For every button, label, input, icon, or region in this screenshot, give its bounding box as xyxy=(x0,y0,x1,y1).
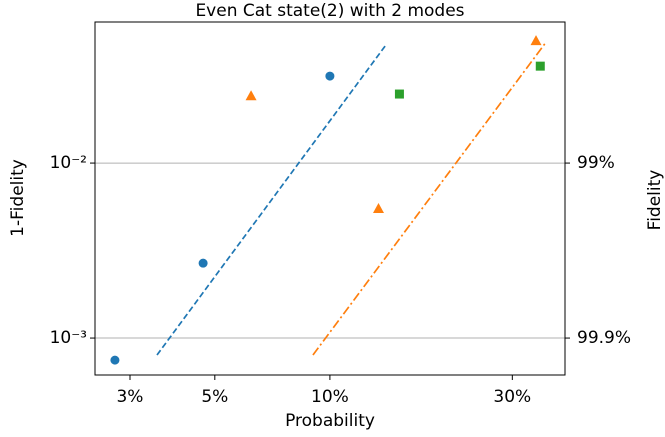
y-axis-label: 1-Fidelity xyxy=(8,159,28,237)
point xyxy=(198,258,208,268)
y2-tick-label: 99% xyxy=(577,153,615,173)
point xyxy=(535,61,545,71)
y2-tick-label: 99.9% xyxy=(577,328,631,348)
x-axis-label: Probability xyxy=(285,411,375,431)
plot-frame xyxy=(94,21,566,376)
x-tick-label: 5% xyxy=(201,387,228,407)
fit-line xyxy=(312,42,547,356)
point xyxy=(110,355,120,365)
x-tick-label: 3% xyxy=(116,387,143,407)
y-tick-label: 10⁻³ xyxy=(50,328,87,348)
fit-line xyxy=(156,44,387,356)
point xyxy=(394,89,404,99)
y2-axis-label: Fidelity xyxy=(645,170,665,231)
chart-title: Even Cat state(2) with 2 modes xyxy=(195,1,464,21)
point xyxy=(373,203,385,214)
point xyxy=(530,35,542,46)
point xyxy=(325,71,335,81)
x-tick-label: 30% xyxy=(493,387,531,407)
point xyxy=(245,90,257,101)
y-tick-label: 10⁻² xyxy=(50,153,87,173)
x-tick-label: 10% xyxy=(311,387,349,407)
